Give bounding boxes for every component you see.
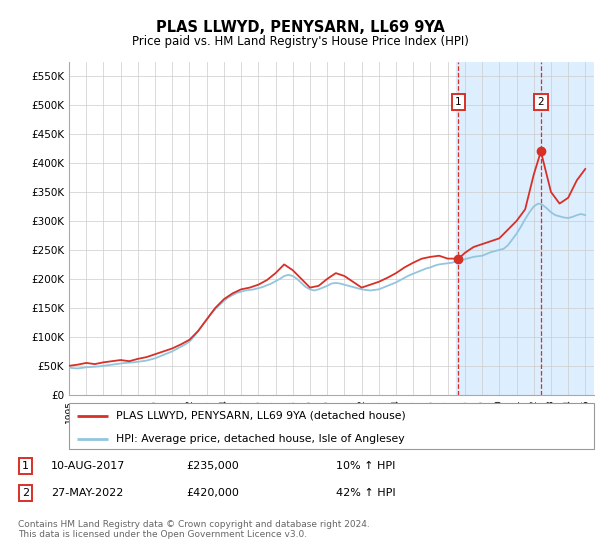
Text: Contains HM Land Registry data © Crown copyright and database right 2024.
This d: Contains HM Land Registry data © Crown c…: [18, 520, 370, 539]
Text: PLAS LLWYD, PENYSARN, LL69 9YA (detached house): PLAS LLWYD, PENYSARN, LL69 9YA (detached…: [116, 410, 406, 421]
Text: HPI: Average price, detached house, Isle of Anglesey: HPI: Average price, detached house, Isle…: [116, 434, 405, 444]
Text: 1: 1: [455, 97, 461, 107]
Bar: [456, 62, 594, 395]
Text: 10% ↑ HPI: 10% ↑ HPI: [336, 461, 395, 471]
Text: £235,000: £235,000: [186, 461, 239, 471]
Text: 2: 2: [538, 97, 544, 107]
Text: 1: 1: [22, 461, 29, 471]
Text: 2: 2: [22, 488, 29, 498]
Text: Price paid vs. HM Land Registry's House Price Index (HPI): Price paid vs. HM Land Registry's House …: [131, 35, 469, 48]
Text: 10-AUG-2017: 10-AUG-2017: [51, 461, 125, 471]
Text: 42% ↑ HPI: 42% ↑ HPI: [336, 488, 395, 498]
Text: PLAS LLWYD, PENYSARN, LL69 9YA: PLAS LLWYD, PENYSARN, LL69 9YA: [155, 20, 445, 35]
Text: £420,000: £420,000: [186, 488, 239, 498]
Text: 27-MAY-2022: 27-MAY-2022: [51, 488, 124, 498]
